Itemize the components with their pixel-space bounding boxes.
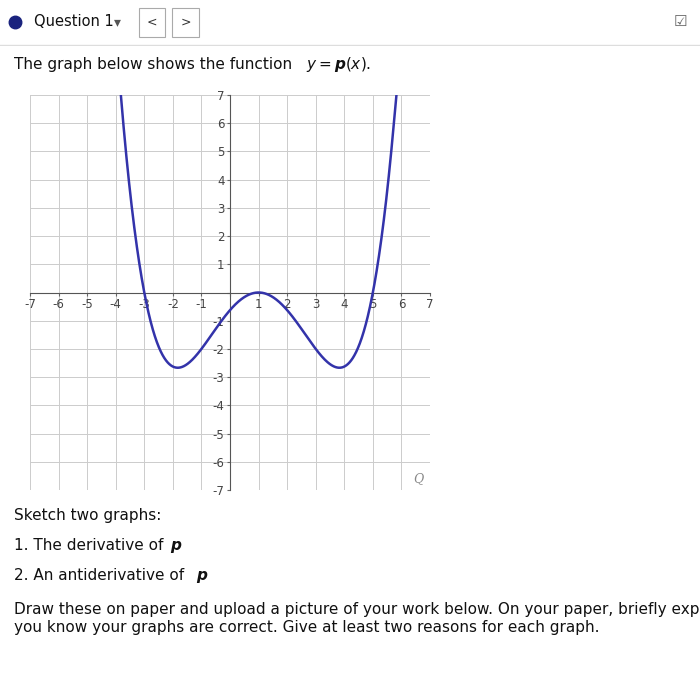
FancyBboxPatch shape — [139, 8, 165, 37]
FancyBboxPatch shape — [172, 8, 199, 37]
Text: Q: Q — [414, 473, 424, 485]
Text: you know your graphs are correct. Give at least two reasons for each graph.: you know your graphs are correct. Give a… — [14, 620, 599, 635]
Text: p: p — [170, 538, 181, 553]
Text: Sketch two graphs:: Sketch two graphs: — [14, 508, 162, 523]
Text: 1. The derivative of: 1. The derivative of — [14, 538, 168, 553]
Text: Draw these on paper and upload a picture of your work below. On your paper, brie: Draw these on paper and upload a picture… — [14, 602, 700, 617]
Text: The graph below shows the function: The graph below shows the function — [14, 57, 297, 72]
Text: 2. An antiderivative of: 2. An antiderivative of — [14, 568, 189, 583]
Text: p: p — [196, 568, 207, 583]
Text: <: < — [147, 15, 157, 28]
Text: ▾: ▾ — [114, 15, 121, 29]
Text: >: > — [181, 15, 190, 28]
Text: $y = \boldsymbol{p}(x)$.: $y = \boldsymbol{p}(x)$. — [306, 55, 371, 74]
Text: Question 1: Question 1 — [34, 14, 113, 29]
Text: ☑: ☑ — [673, 14, 687, 29]
